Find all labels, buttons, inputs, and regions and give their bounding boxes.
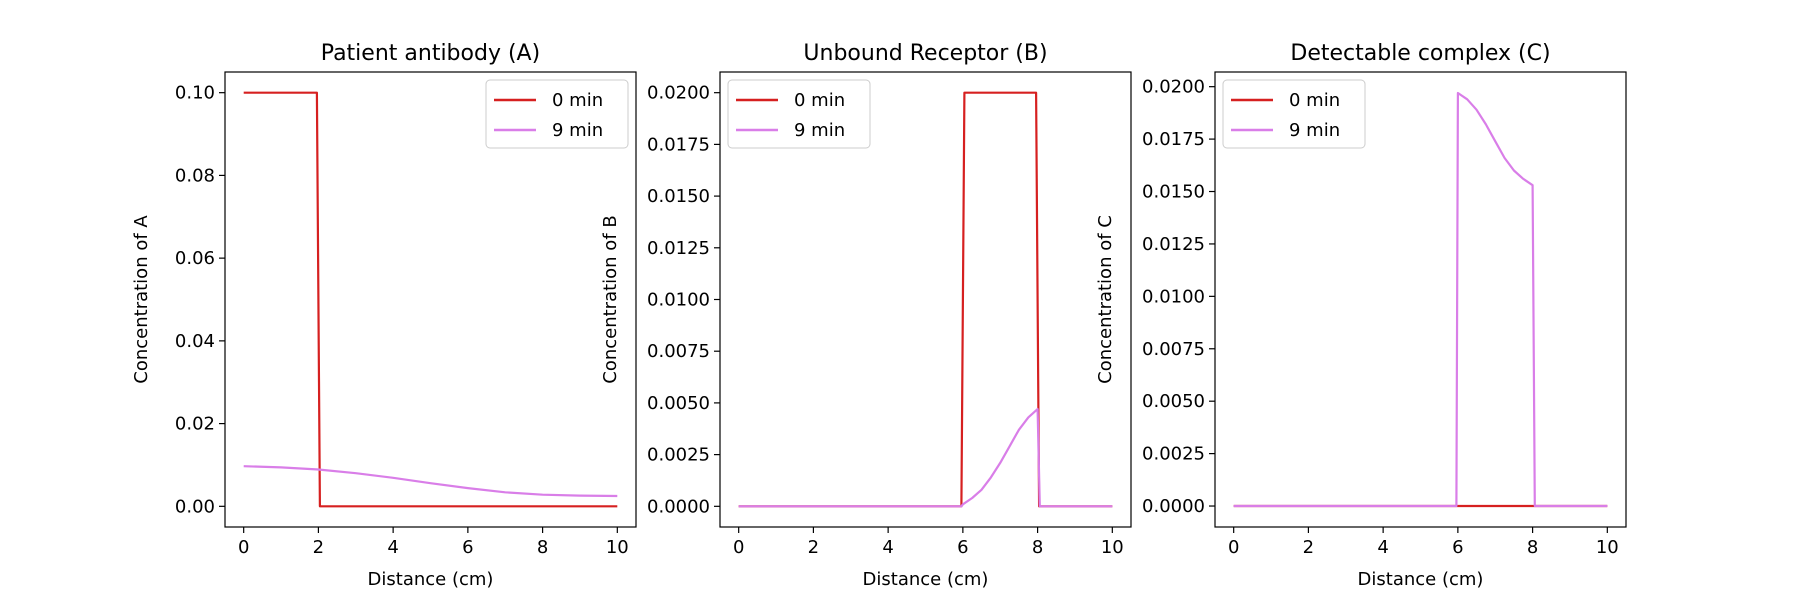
axes-frame — [1214, 71, 1627, 528]
legend-label: 9 min — [552, 120, 603, 141]
subplot-2: Unbound Receptor (B) 0 2 4 6 8 10 0.0000 0.0025 0… — [600, 41, 1132, 590]
y-tick-label: 0.0075 — [647, 341, 710, 362]
y-tick-label: 0.0125 — [647, 238, 710, 259]
x-tick-label: 0 — [1228, 537, 1239, 558]
y-tick-label: 0.0025 — [647, 445, 710, 466]
subplot-title: Detectable complex (C) — [1290, 41, 1550, 66]
y-tick-label: 0.0175 — [647, 134, 710, 155]
y-tick-label: 0.0125 — [1142, 234, 1205, 255]
y-tick-label: 0.0100 — [1142, 286, 1205, 307]
x-axis-label: Distance (cm) — [863, 569, 989, 590]
x-axis-label: Distance (cm) — [368, 569, 494, 590]
y-tick-label: 0.02 — [175, 414, 215, 435]
legend: 0 min 9 min — [1222, 79, 1366, 149]
legend: 0 min 9 min — [727, 79, 871, 149]
y-axis-label: Concentration of B — [600, 215, 621, 383]
legend: 0 min 9 min — [485, 79, 629, 149]
x-tick-label: 10 — [1596, 537, 1619, 558]
legend-label: 0 min — [552, 90, 603, 111]
x-tick-label: 0 — [238, 537, 249, 558]
x-tick-label: 4 — [1377, 537, 1388, 558]
y-tick-label: 0.06 — [175, 248, 215, 269]
y-tick-label: 0.0000 — [647, 496, 710, 517]
y-tick-label: 0.0200 — [647, 83, 710, 104]
x-tick-label: 2 — [313, 537, 324, 558]
legend-label: 9 min — [1289, 120, 1340, 141]
y-tick-label: 0.00 — [175, 496, 215, 517]
y-tick-label: 0.0200 — [1142, 77, 1205, 98]
subplot-1: Patient antibody (A) 0 2 4 6 8 10 0.00 0.02 0.04 0… — [131, 41, 637, 590]
x-tick-label: 8 — [537, 537, 548, 558]
y-tick-label: 0.08 — [175, 165, 215, 186]
x-axis-label: Distance (cm) — [1358, 569, 1484, 590]
y-tick-label: 0.0150 — [1142, 182, 1205, 203]
x-tick-label: 8 — [1527, 537, 1538, 558]
x-tick-label: 8 — [1032, 537, 1043, 558]
y-tick-label: 0.0025 — [1142, 444, 1205, 465]
y-tick-label: 0.0175 — [1142, 129, 1205, 150]
x-tick-label: 6 — [1452, 537, 1463, 558]
y-tick-label: 0.0050 — [647, 393, 710, 414]
x-tick-label: 4 — [882, 537, 893, 558]
y-axis-label: Concentration of C — [1095, 215, 1116, 384]
x-tick-label: 10 — [1101, 537, 1124, 558]
x-tick-label: 2 — [1303, 537, 1314, 558]
y-tick-label: 0.04 — [175, 331, 215, 352]
x-tick-label: 10 — [606, 537, 629, 558]
subplot-title: Patient antibody (A) — [321, 41, 540, 66]
legend-label: 0 min — [1289, 90, 1340, 111]
y-tick-label: 0.0075 — [1142, 339, 1205, 360]
y-axis-label: Concentration of A — [131, 215, 152, 384]
x-tick-label: 4 — [387, 537, 398, 558]
y-tick-label: 0.0150 — [647, 186, 710, 207]
legend-label: 9 min — [794, 120, 845, 141]
series-line-9-min — [738, 408, 1113, 508]
y-tick-label: 0.0000 — [1142, 496, 1205, 517]
axes-frame — [719, 71, 1132, 528]
series-line-0-min — [738, 91, 1113, 508]
x-tick-label: 6 — [462, 537, 473, 558]
x-tick-label: 6 — [957, 537, 968, 558]
subplot-title: Unbound Receptor (B) — [803, 41, 1047, 66]
series-line-9-min — [1233, 91, 1608, 508]
axes-frame — [224, 71, 637, 528]
y-tick-label: 0.0050 — [1142, 391, 1205, 412]
x-tick-label: 0 — [733, 537, 744, 558]
y-tick-label: 0.10 — [175, 83, 215, 104]
series-line-0-min — [243, 91, 618, 508]
legend-label: 0 min — [794, 90, 845, 111]
y-tick-label: 0.0100 — [647, 290, 710, 311]
series-line-9-min — [243, 465, 618, 498]
subplot-3: Detectable complex (C) 0 2 4 6 8 10 0.0000 0.002… — [1095, 41, 1627, 590]
x-tick-label: 2 — [808, 537, 819, 558]
